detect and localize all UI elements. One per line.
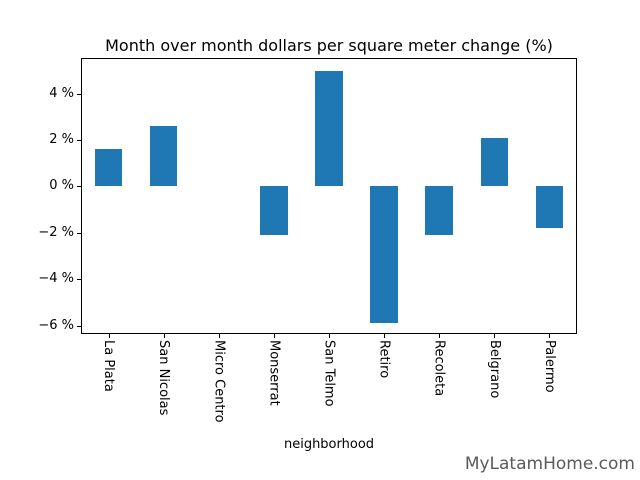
y-tick-label: −2 % (38, 224, 74, 240)
y-tick-mark (77, 325, 81, 327)
x-tick-mark (494, 334, 496, 338)
bar-san-telmo (315, 70, 343, 187)
y-tick-mark (77, 232, 81, 234)
x-tick-label: San Nicolas (156, 340, 172, 416)
bar-recoleta (425, 186, 453, 236)
y-tick-mark (77, 93, 81, 95)
x-tick-label: Recoleta (431, 340, 447, 397)
x-tick-label: Belgrano (486, 340, 502, 399)
chart-title: Month over month dollars per square mete… (105, 36, 553, 55)
x-tick-label: Monserrat (266, 340, 282, 406)
x-tick-label: Palermo (541, 340, 557, 393)
x-tick-mark (163, 334, 165, 338)
y-tick-mark (77, 279, 81, 281)
x-tick-mark (439, 334, 441, 338)
bar-san-nicolas (149, 126, 178, 187)
bar-belgrano (480, 137, 509, 187)
x-tick-mark (329, 334, 330, 338)
y-tick-label: −6 % (38, 317, 74, 333)
x-tick-label: Retiro (376, 340, 392, 379)
y-tick-label: 4 % (49, 85, 74, 101)
x-tick-label: La Plata (101, 340, 117, 392)
bar-palermo (535, 186, 564, 229)
y-tick-label: 2 % (49, 132, 74, 148)
watermark: MyLatamHome.com (464, 454, 635, 474)
x-tick-mark (549, 334, 551, 338)
y-tick-label: −4 % (38, 271, 74, 287)
x-axis-label: neighborhood (283, 437, 375, 452)
x-tick-mark (108, 334, 110, 338)
x-tick-label: San Telmo (321, 340, 337, 407)
x-tick-mark (218, 334, 220, 338)
x-tick-label: Micro Centro (211, 340, 227, 423)
bar-monserrat (260, 186, 288, 236)
bar-retiro (370, 186, 398, 324)
x-tick-mark (273, 334, 275, 338)
y-tick-mark (77, 140, 81, 142)
y-tick-label: 0 % (49, 178, 74, 194)
bar-la-plata (94, 149, 123, 187)
y-tick-mark (77, 186, 81, 188)
x-tick-mark (384, 334, 386, 338)
